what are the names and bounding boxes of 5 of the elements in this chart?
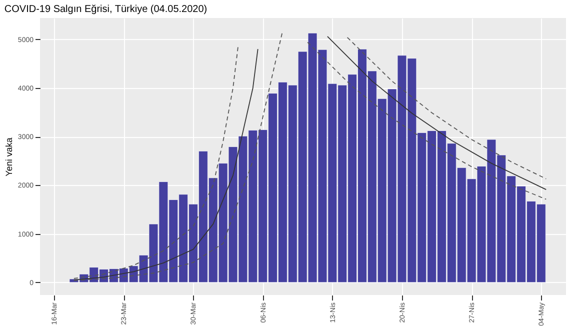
y-axis-title: Yeni vaka (4, 138, 14, 176)
line-series (326, 36, 547, 190)
chart-title: COVID-19 Salgın Eğrisi, Türkiye (04.05.2020) (4, 4, 208, 15)
line-series (346, 36, 547, 180)
line-series (307, 42, 547, 200)
